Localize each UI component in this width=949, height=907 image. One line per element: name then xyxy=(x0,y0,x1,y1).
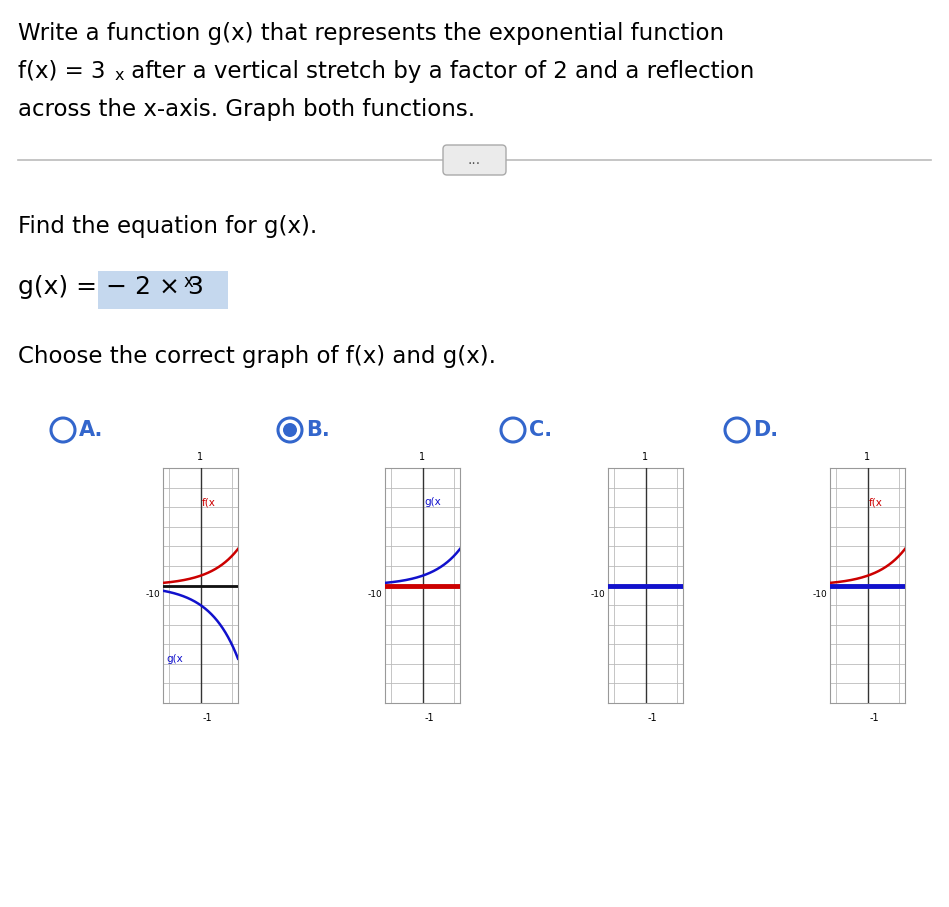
Circle shape xyxy=(283,423,297,437)
Text: ...: ... xyxy=(468,153,481,167)
Circle shape xyxy=(51,418,75,442)
Text: x: x xyxy=(184,273,194,291)
Text: f(x: f(x xyxy=(869,497,883,507)
Text: Choose the correct graph of f(x) and g(x).: Choose the correct graph of f(x) and g(x… xyxy=(18,345,496,368)
Text: B.: B. xyxy=(306,420,329,440)
Text: A.: A. xyxy=(79,420,103,440)
Text: x: x xyxy=(115,68,124,83)
Text: 1: 1 xyxy=(865,452,870,463)
Circle shape xyxy=(501,418,525,442)
Text: after a vertical stretch by a factor of 2 and a reflection: after a vertical stretch by a factor of … xyxy=(124,60,754,83)
Text: 1: 1 xyxy=(642,452,648,463)
Text: Find the equation for g(x).: Find the equation for g(x). xyxy=(18,215,317,238)
Text: C.: C. xyxy=(529,420,552,440)
Text: -10: -10 xyxy=(146,590,160,600)
Text: 1: 1 xyxy=(197,452,204,463)
Text: g(x: g(x xyxy=(166,654,183,664)
Text: -1: -1 xyxy=(202,713,212,723)
Text: -10: -10 xyxy=(368,590,382,600)
Text: − 2 × 3: − 2 × 3 xyxy=(106,275,204,299)
Text: D.: D. xyxy=(753,420,778,440)
FancyBboxPatch shape xyxy=(443,145,506,175)
Text: across the x-axis. Graph both functions.: across the x-axis. Graph both functions. xyxy=(18,98,475,121)
Circle shape xyxy=(278,418,302,442)
Text: -1: -1 xyxy=(647,713,657,723)
Text: -10: -10 xyxy=(812,590,828,600)
Text: -1: -1 xyxy=(869,713,879,723)
Text: 1: 1 xyxy=(419,452,425,463)
Circle shape xyxy=(725,418,749,442)
Text: Write a function g(x) that represents the exponential function: Write a function g(x) that represents th… xyxy=(18,22,724,45)
Text: -10: -10 xyxy=(590,590,605,600)
Text: -1: -1 xyxy=(424,713,434,723)
Text: f(x) = 3: f(x) = 3 xyxy=(18,60,105,83)
Text: g(x) =: g(x) = xyxy=(18,275,105,299)
Text: f(x: f(x xyxy=(202,497,216,507)
FancyBboxPatch shape xyxy=(98,271,228,309)
Text: g(x: g(x xyxy=(424,497,441,507)
